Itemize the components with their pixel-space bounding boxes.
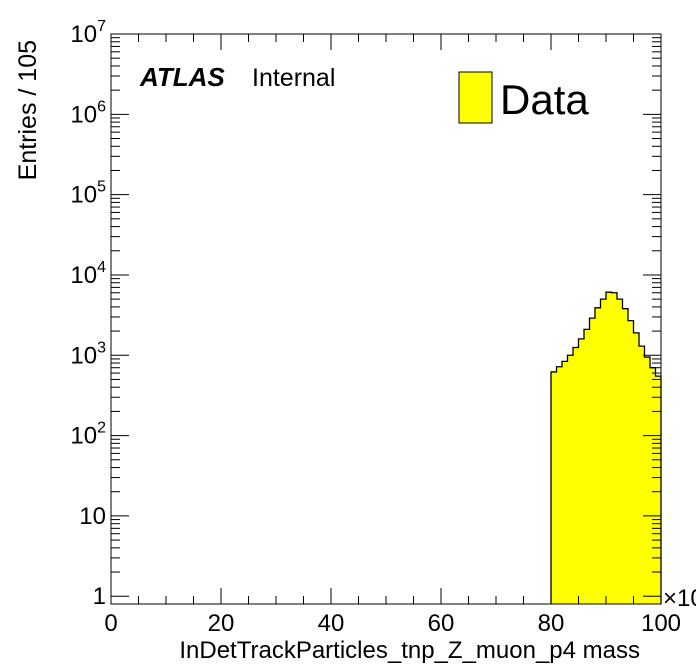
histogram-bin — [606, 292, 612, 604]
y-axis-label: Entries / 105 — [14, 40, 42, 180]
y-tick-label: 107 — [70, 18, 106, 48]
atlas-brand: ATLAS — [139, 62, 225, 92]
x-multiplier-label: ×10 — [663, 585, 696, 612]
legend-label-data: Data — [500, 76, 589, 123]
histogram-bin — [633, 332, 639, 604]
histogram-bin — [567, 355, 573, 604]
histogram-bin — [551, 371, 557, 604]
histogram-bin — [573, 347, 579, 604]
histogram-bin — [556, 366, 562, 604]
x-tick-label: 80 — [538, 610, 565, 637]
histogram-bin — [578, 338, 584, 604]
y-tick-label: 10 — [79, 503, 106, 530]
histogram-bin — [562, 361, 568, 604]
plot-frame — [110, 33, 662, 605]
axis-ticks — [110, 33, 662, 604]
histogram-bin — [644, 357, 650, 604]
histogram-bin — [622, 308, 628, 604]
x-tick-label: 40 — [318, 610, 345, 637]
histogram-bin — [639, 346, 645, 604]
histogram-bin — [650, 367, 656, 604]
histogram-bin — [589, 318, 595, 604]
x-tick-label: 0 — [104, 610, 117, 637]
histogram-fill-layer — [550, 291, 662, 604]
histogram-bin — [628, 320, 634, 604]
y-tick-label: 105 — [70, 179, 106, 209]
histogram-bin — [611, 292, 617, 604]
histogram-bin — [595, 307, 601, 604]
histogram-outline — [550, 291, 662, 604]
legend-swatch — [458, 71, 493, 124]
y-tick-label: 106 — [70, 98, 106, 128]
tick-labels: 0 20 40 60 80 100 1 10 102 103 104 105 106 107 — [70, 18, 681, 637]
x-tick-label: 60 — [428, 610, 455, 637]
y-tick-label: 104 — [70, 259, 106, 289]
histogram-bin — [600, 299, 606, 604]
histogram-bin — [655, 376, 661, 604]
x-tick-label: 20 — [208, 610, 235, 637]
x-tick-label: 100 — [641, 610, 681, 637]
histogram-bin — [617, 299, 623, 604]
x-axis-label: InDetTrackParticles_tnp_Z_muon_p4 mass — [179, 637, 640, 664]
atlas-status: Internal — [252, 64, 335, 92]
histogram-bin — [584, 329, 590, 604]
y-tick-label: 102 — [70, 420, 106, 450]
y-tick-label: 103 — [70, 339, 106, 369]
y-tick-label: 1 — [93, 583, 106, 610]
